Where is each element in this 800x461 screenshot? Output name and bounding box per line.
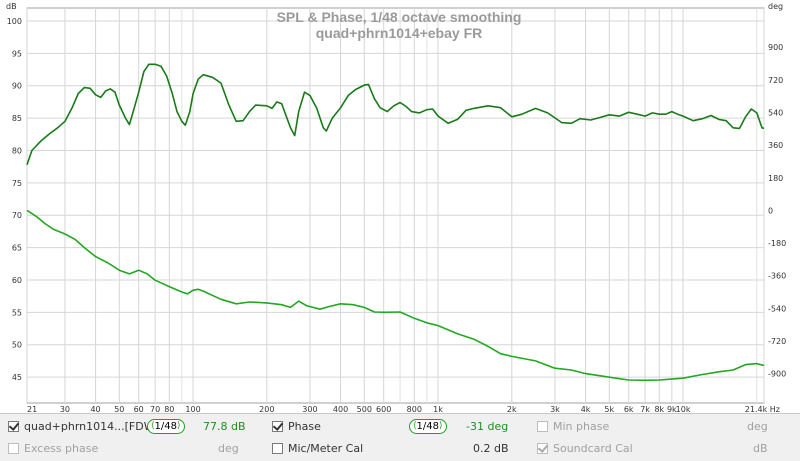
x-tick-label: 4k xyxy=(581,405,591,413)
soundcard-cal-toggle[interactable]: Soundcard Cal xyxy=(537,438,633,458)
y-tick-label-right: -720 xyxy=(768,337,786,346)
legend-panel: quad+phrn1014...[FDW] ⟨ 1/48 ⟩ 77.8 dB Pha… xyxy=(0,413,800,461)
spl-value-readout: 77.8 dB xyxy=(203,416,246,436)
excess-phase-unit-text: deg xyxy=(218,441,239,455)
x-tick-label: 5k xyxy=(604,405,614,413)
chart-subtitle: quad+phrn1014+ebay FR xyxy=(316,25,483,41)
spl-trace-toggle[interactable]: quad+phrn1014...[FDW] xyxy=(8,416,159,436)
spl-smoothing-value: 1/48 xyxy=(154,420,177,432)
mic-cal-toggle[interactable]: Mic/Meter Cal xyxy=(272,438,363,458)
excess-phase-checkbox[interactable] xyxy=(8,442,19,454)
y-tick-label-left: 85 xyxy=(12,114,22,123)
spl-phase-chart: 21 30 40 50 60 70 80 100 200 300 400 500 600 800 1k 2k 3… xyxy=(6,2,786,413)
phase-value-readout: -31 deg xyxy=(466,416,508,436)
x-tick-label: 200 xyxy=(259,405,274,413)
soundcard-cal-label: Soundcard Cal xyxy=(553,441,633,455)
left-arrow-icon: ⟨ xyxy=(413,421,417,431)
x-tick-label: 7k xyxy=(640,405,650,413)
min-phase-checkbox[interactable] xyxy=(537,420,548,432)
y-tick-label-left: 75 xyxy=(12,179,22,188)
y-tick-label-right: 360 xyxy=(768,141,783,150)
spl-smoothing-selector[interactable]: ⟨ 1/48 ⟩ xyxy=(147,416,185,436)
x-tick-label: 400 xyxy=(333,405,348,413)
x-tick-label: 80 xyxy=(164,405,174,413)
legend-row-secondary: Excess phase deg Mic/Meter Cal 0.2 dB So… xyxy=(0,438,800,460)
mic-cal-value-readout: 0.2 dB xyxy=(473,438,509,458)
y-tick-label-left: 90 xyxy=(12,82,22,91)
chart-title: SPL & Phase, 1/48 octave smoothing xyxy=(277,9,522,25)
x-tick-label: 100 xyxy=(185,405,200,413)
y-tick-label-left: 45 xyxy=(12,373,22,382)
phase-value: -31 deg xyxy=(466,419,509,433)
x-tick-label: 9k xyxy=(667,405,677,413)
y-tick-label-right: 720 xyxy=(768,76,783,85)
x-tick-label: 300 xyxy=(302,405,317,413)
x-tick-label: 1k xyxy=(433,405,443,413)
spl-checkbox[interactable] xyxy=(8,420,19,432)
soundcard-cal-checkbox[interactable] xyxy=(537,442,548,454)
phase-smoothing-selector[interactable]: ⟨ 1/48 ⟩ xyxy=(409,416,447,436)
y-tick-label-right: -900 xyxy=(768,370,786,379)
x-tick-label: 40 xyxy=(90,405,100,413)
x-tick-label: 21.4k Hz xyxy=(745,405,780,413)
min-phase-label: Min phase xyxy=(553,419,610,433)
phase-trace-toggle[interactable]: Phase xyxy=(272,416,321,436)
spl-trace-label: quad+phrn1014...[FDW] xyxy=(24,419,159,433)
y-tick-label-left: 100 xyxy=(7,17,22,26)
left-arrow-icon: ⟨ xyxy=(151,421,155,431)
excess-phase-toggle[interactable]: Excess phase xyxy=(8,438,98,458)
x-tick-label: 3k xyxy=(550,405,560,413)
x-tick-label: 21 xyxy=(27,405,37,413)
x-tick-label: 50 xyxy=(114,405,124,413)
y-tick-label-left: 70 xyxy=(12,211,22,220)
y-tick-label-right: -360 xyxy=(768,272,786,281)
right-axis-unit: deg xyxy=(768,2,783,11)
min-phase-unit-text: deg xyxy=(747,419,768,433)
mic-cal-checkbox[interactable] xyxy=(272,442,283,454)
y-tick-label-right: -180 xyxy=(768,239,786,248)
y-tick-label-left: 55 xyxy=(12,308,22,317)
y-tick-label-left: 95 xyxy=(12,49,22,58)
excess-phase-label: Excess phase xyxy=(24,441,99,455)
chart-area: 21 30 40 50 60 70 80 100 200 300 400 500 600 800 1k 2k 3… xyxy=(6,2,786,413)
y-tick-label-right: 900 xyxy=(768,43,783,52)
mic-cal-label: Mic/Meter Cal xyxy=(288,441,364,455)
phase-smoothing-value: 1/48 xyxy=(416,420,439,432)
plot-area xyxy=(26,7,765,404)
spl-trace-line xyxy=(26,63,765,165)
legend-row-primary: quad+phrn1014...[FDW] ⟨ 1/48 ⟩ 77.8 dB Pha… xyxy=(0,416,800,438)
x-tick-label: 70 xyxy=(150,405,160,413)
y-tick-label-left: 50 xyxy=(12,341,22,350)
right-arrow-icon: ⟩ xyxy=(438,421,443,431)
x-tick-label: 8k xyxy=(654,405,664,413)
x-tick-label: 30 xyxy=(60,405,70,413)
x-tick-label: 800 xyxy=(407,405,422,413)
y-tick-label-left: 60 xyxy=(12,276,22,285)
right-arrow-icon: ⟩ xyxy=(176,421,181,431)
phase-checkbox[interactable] xyxy=(272,420,283,432)
phase-trace-label: Phase xyxy=(288,419,321,433)
min-phase-toggle[interactable]: Min phase xyxy=(537,416,609,436)
excess-phase-unit: deg xyxy=(218,438,239,458)
left-axis-unit: dB xyxy=(6,2,17,11)
y-tick-label-right: 0 xyxy=(768,206,773,215)
x-tick-label: 600 xyxy=(376,405,391,413)
min-phase-unit: deg xyxy=(747,416,768,436)
x-tick-label: 6k xyxy=(624,405,634,413)
x-tick-label: 60 xyxy=(134,405,144,413)
mic-cal-value: 0.2 dB xyxy=(473,441,509,455)
y-tick-label-right: -540 xyxy=(768,304,786,313)
y-tick-label-right: 180 xyxy=(768,174,783,183)
phase-trace-line xyxy=(26,209,765,382)
y-tick-label-left: 80 xyxy=(12,146,22,155)
spl-value: 77.8 dB xyxy=(203,419,246,433)
x-tick-label: 10k xyxy=(676,405,691,413)
soundcard-cal-unit: dB xyxy=(753,438,768,458)
x-tick-label: 2k xyxy=(507,405,517,413)
y-tick-label-left: 65 xyxy=(12,244,22,253)
soundcard-cal-unit-text: dB xyxy=(753,441,768,455)
x-tick-label: 500 xyxy=(357,405,372,413)
y-tick-label-right: 540 xyxy=(768,108,783,117)
